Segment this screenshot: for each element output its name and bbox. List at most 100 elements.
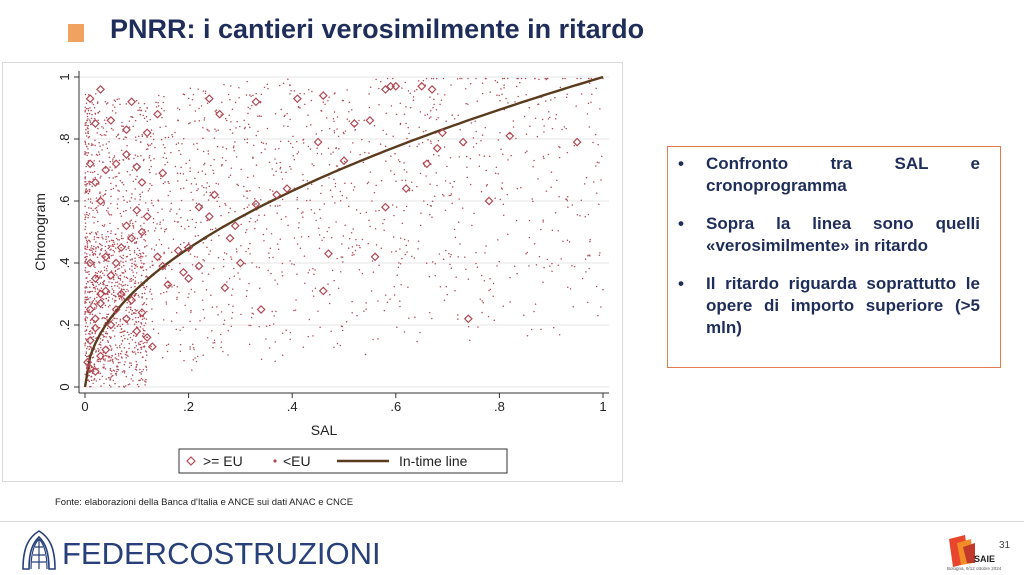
scatter-point-small bbox=[362, 161, 365, 164]
scatter-point-small bbox=[258, 115, 261, 117]
scatter-point-small bbox=[87, 130, 89, 133]
scatter-point-small bbox=[107, 360, 109, 362]
scatter-point-small bbox=[176, 298, 178, 300]
scatter-point-small bbox=[176, 286, 179, 288]
scatter-point-small bbox=[93, 298, 96, 300]
scatter-point-small bbox=[88, 190, 91, 193]
scatter-point-small bbox=[227, 93, 230, 96]
scatter-point-small bbox=[149, 118, 152, 121]
scatter-point-small bbox=[86, 253, 88, 255]
scatter-point-small bbox=[403, 162, 405, 164]
scatter-point-small bbox=[320, 109, 322, 112]
scatter-point-small bbox=[102, 358, 105, 361]
scatter-point-small bbox=[144, 384, 146, 386]
scatter-point-small bbox=[99, 191, 101, 193]
scatter-point-small bbox=[180, 166, 182, 168]
scatter-point-small bbox=[229, 174, 232, 176]
scatter-point-small bbox=[107, 306, 110, 308]
scatter-point-small bbox=[502, 153, 504, 155]
footer-divider bbox=[0, 521, 1024, 522]
scatter-point-small bbox=[101, 317, 103, 320]
scatter-point-small bbox=[102, 334, 104, 336]
scatter-point-small bbox=[267, 87, 269, 90]
scatter-point-small bbox=[343, 132, 345, 135]
scatter-point-small bbox=[389, 298, 391, 300]
scatter-point-small bbox=[130, 277, 133, 280]
scatter-point-small bbox=[131, 169, 134, 171]
scatter-point-small bbox=[142, 266, 144, 268]
scatter-point-small bbox=[142, 368, 145, 371]
scatter-point-small bbox=[85, 189, 87, 191]
scatter-point-small bbox=[111, 354, 113, 357]
scatter-point-small bbox=[128, 126, 131, 128]
scatter-point-small bbox=[101, 339, 104, 341]
scatter-point-small bbox=[94, 266, 96, 269]
scatter-point-small bbox=[358, 269, 361, 271]
scatter-point-small bbox=[255, 203, 257, 205]
scatter-point-small bbox=[167, 194, 169, 197]
scatter-point-small bbox=[118, 385, 120, 388]
scatter-point-small bbox=[507, 233, 509, 235]
scatter-point-small bbox=[114, 176, 117, 178]
scatter-point-small bbox=[117, 355, 120, 357]
scatter-point-small bbox=[590, 77, 593, 80]
scatter-point-small bbox=[178, 149, 180, 152]
scatter-point-small bbox=[589, 240, 591, 243]
scatter-point-small bbox=[135, 272, 138, 274]
scatter-point-diamond bbox=[339, 156, 349, 166]
scatter-point-small bbox=[507, 77, 509, 80]
scatter-point-small bbox=[132, 180, 135, 182]
scatter-point-small bbox=[189, 346, 191, 348]
scatter-point-small bbox=[95, 248, 97, 250]
scatter-point-small bbox=[523, 314, 525, 316]
scatter-point-small bbox=[87, 198, 90, 200]
scatter-point-small bbox=[135, 242, 137, 244]
scatter-point-small bbox=[194, 235, 197, 237]
scatter-point-small bbox=[470, 122, 473, 124]
scatter-point-small bbox=[233, 267, 235, 270]
scatter-point-small bbox=[418, 143, 420, 145]
scatter-point-small bbox=[333, 279, 335, 282]
scatter-point-small bbox=[203, 194, 205, 196]
scatter-point-small bbox=[86, 277, 88, 279]
scatter-point-small bbox=[410, 181, 413, 184]
scatter-point-small bbox=[525, 133, 528, 136]
scatter-point-small bbox=[483, 279, 486, 282]
scatter-point-small bbox=[110, 195, 112, 198]
scatter-point-small bbox=[143, 102, 146, 105]
scatter-point-small bbox=[119, 352, 122, 355]
scatter-point-small bbox=[245, 190, 247, 192]
scatter-point-small bbox=[97, 220, 99, 223]
scatter-point-small bbox=[232, 305, 234, 307]
scatter-point-small bbox=[85, 333, 87, 335]
scatter-point-small bbox=[467, 325, 470, 328]
scatter-point-small bbox=[167, 247, 170, 249]
scatter-point-small bbox=[140, 348, 143, 350]
scatter-point-small bbox=[516, 77, 518, 80]
scatter-point-small bbox=[289, 84, 291, 87]
scatter-point-small bbox=[132, 278, 134, 281]
scatter-point-small bbox=[84, 262, 86, 264]
scatter-point-small bbox=[162, 291, 165, 294]
scatter-point-small bbox=[253, 198, 256, 200]
scatter-point-small bbox=[125, 103, 128, 105]
scatter-point-small bbox=[126, 170, 129, 173]
scatter-point-small bbox=[130, 116, 132, 118]
scatter-point-small bbox=[155, 101, 157, 104]
scatter-point-small bbox=[130, 280, 133, 282]
scatter-point-small bbox=[233, 275, 235, 277]
scatter-point-small bbox=[457, 114, 459, 116]
scatter-point-small bbox=[177, 142, 180, 144]
scatter-point-small bbox=[86, 115, 89, 118]
scatter-point-small bbox=[210, 239, 213, 242]
scatter-point-small bbox=[488, 289, 490, 292]
scatter-point-small bbox=[95, 337, 97, 339]
scatter-point-small bbox=[258, 186, 261, 189]
scatter-point-small bbox=[102, 336, 105, 338]
scatter-point-small bbox=[287, 224, 289, 227]
scatter-point-small bbox=[126, 201, 128, 203]
scatter-point-small bbox=[106, 265, 109, 267]
scatter-point-small bbox=[363, 310, 365, 312]
scatter-point-small bbox=[456, 78, 459, 80]
scatter-point-small bbox=[118, 190, 120, 192]
